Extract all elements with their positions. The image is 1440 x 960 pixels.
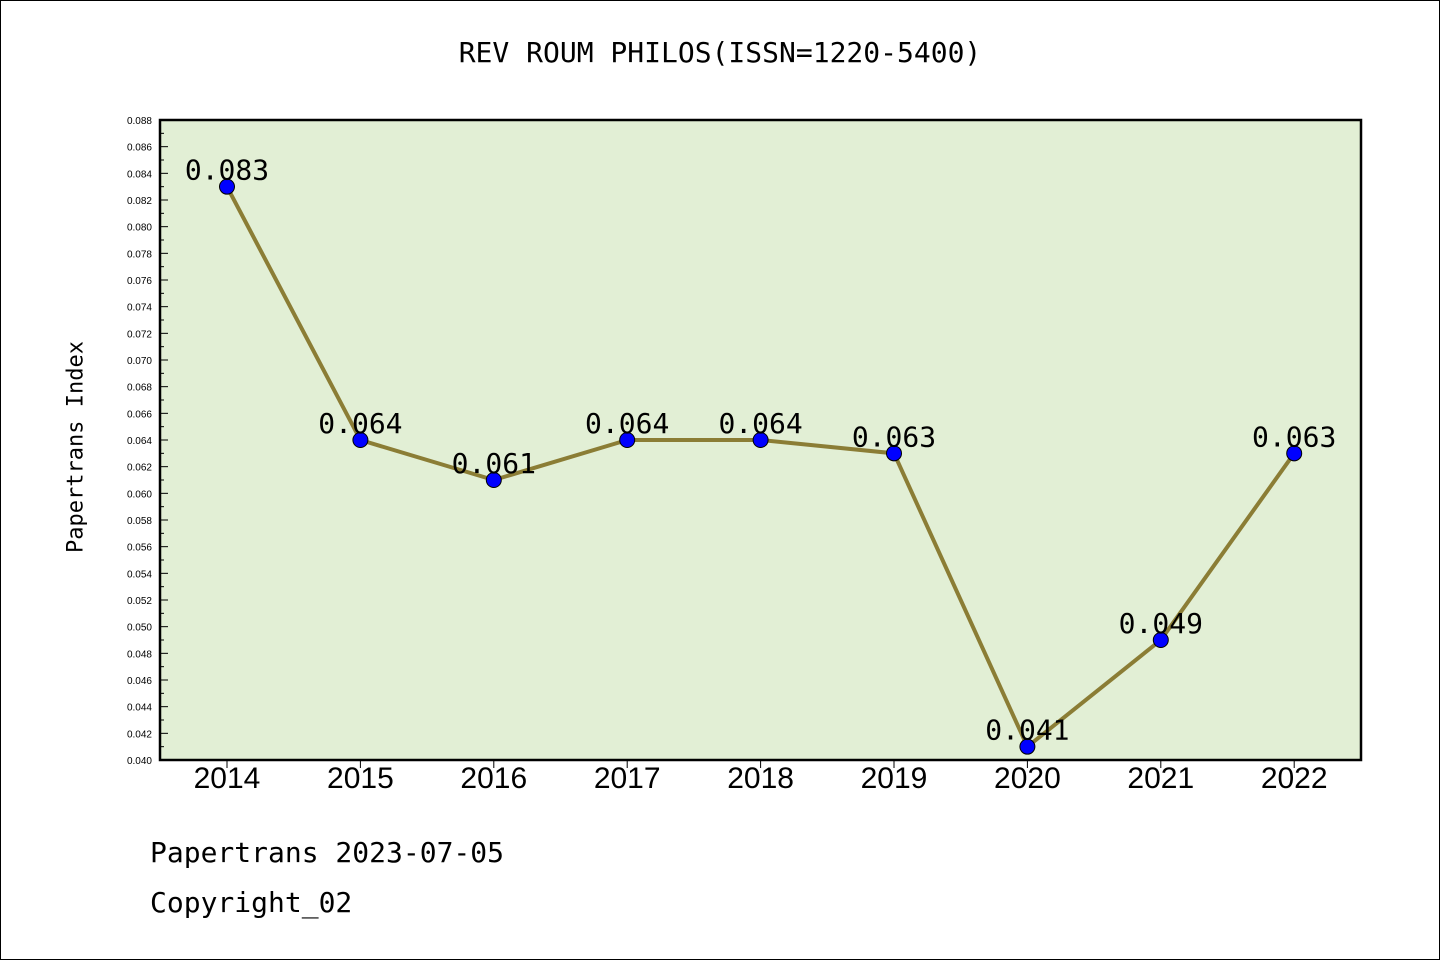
chart-title: REV ROUM PHILOS(ISSN=1220-5400): [458, 36, 982, 69]
data-point: [1019, 738, 1036, 755]
x-tick-label: 2020: [994, 762, 1061, 795]
data-label: 0.064: [718, 407, 802, 440]
data-point: [352, 432, 369, 448]
data-label: 0.063: [852, 420, 936, 453]
y-tick-label: 0.046: [127, 676, 152, 687]
y-tick-label: 0.082: [127, 196, 152, 207]
x-tick-label: 2016: [460, 762, 527, 795]
y-tick-label: 0.060: [127, 489, 152, 500]
x-tick-label: 2014: [194, 762, 261, 795]
data-label: 0.064: [585, 407, 669, 440]
x-tick-label: 2017: [594, 762, 661, 795]
data-label: 0.083: [185, 154, 269, 187]
x-tick-label: 2018: [727, 762, 794, 795]
y-tick-label: 0.062: [127, 463, 152, 474]
y-tick-label: 0.072: [127, 329, 152, 340]
y-tick-label: 0.076: [127, 276, 152, 287]
data-point: [1286, 445, 1303, 462]
y-tick-label: 0.078: [127, 249, 152, 260]
data-point: [219, 178, 235, 195]
y-tick-label: 0.048: [127, 649, 152, 660]
y-tick-label: 0.058: [127, 516, 152, 527]
data-label: 0.063: [1252, 420, 1336, 453]
y-tick-label: 0.088: [127, 116, 152, 127]
x-tick-label: 2021: [1127, 762, 1194, 795]
footer-copyright: Copyright_02: [150, 886, 353, 919]
plot-frame: [158, 118, 1363, 762]
y-tick-label: 0.050: [127, 623, 152, 634]
footer-date: Papertrans 2023-07-05: [150, 836, 505, 869]
y-tick-label: 0.066: [127, 409, 152, 420]
y-tick-label: 0.044: [127, 703, 152, 714]
y-tick-label: 0.086: [127, 143, 152, 154]
x-tick-label: 2019: [861, 762, 928, 795]
data-point: [752, 432, 769, 448]
y-tick-label: 0.080: [127, 223, 152, 234]
y-tick-label: 0.056: [127, 543, 152, 554]
data-label: 0.064: [318, 407, 402, 440]
y-tick-label: 0.052: [127, 596, 152, 607]
data-point: [485, 472, 502, 488]
x-tick-label: 2015: [327, 762, 394, 795]
data-point: [1152, 632, 1169, 648]
x-tick-label: 2022: [1261, 762, 1328, 795]
data-point: [619, 432, 636, 448]
data-label: 0.061: [452, 447, 536, 480]
y-tick-label: 0.084: [127, 169, 152, 180]
data-label: 0.049: [1119, 607, 1203, 640]
y-tick-label: 0.064: [127, 436, 152, 447]
y-tick-label: 0.074: [127, 303, 152, 314]
y-tick-label: 0.054: [127, 569, 152, 580]
y-tick-label: 0.040: [127, 756, 152, 767]
y-tick-label: 0.070: [127, 356, 152, 367]
y-tick-label: 0.042: [127, 729, 152, 740]
y-tick-label: 0.068: [127, 383, 152, 394]
data-point: [886, 445, 902, 462]
data-label: 0.041: [985, 714, 1069, 747]
